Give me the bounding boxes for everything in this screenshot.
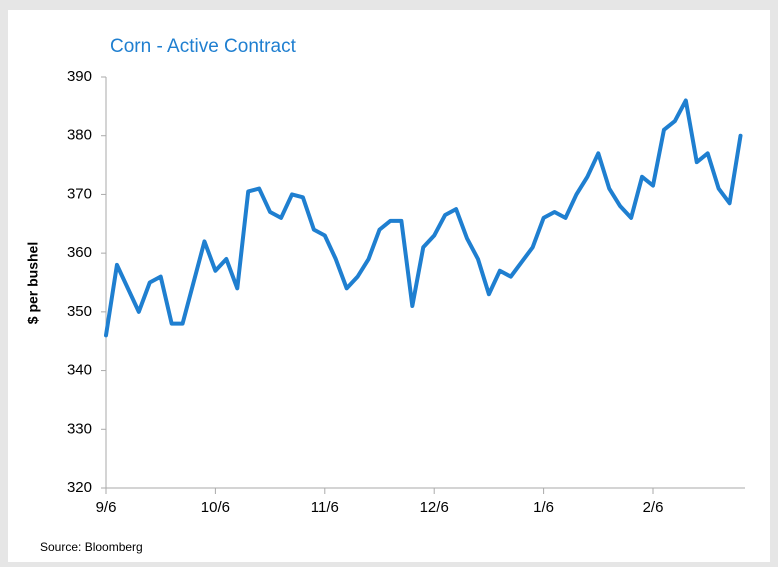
- y-tick-label: 350: [67, 303, 92, 320]
- x-tick-label: 9/6: [96, 499, 117, 516]
- y-tick-label: 320: [67, 479, 92, 496]
- y-tick-label: 330: [67, 420, 92, 437]
- y-tick-label: 340: [67, 362, 92, 379]
- source: Source: Bloomberg: [40, 540, 143, 554]
- x-tick-label: 1/6: [533, 499, 554, 516]
- x-tick-label: 11/6: [311, 499, 339, 516]
- chart-title: Corn - Active Contract: [110, 36, 297, 57]
- x-tick-label: 2/6: [643, 499, 664, 516]
- x-tick-label: 12/6: [420, 499, 449, 516]
- y-axis-label: $ per bushel: [25, 242, 41, 324]
- y-tick-label: 380: [67, 127, 92, 144]
- y-tick-label: 390: [67, 68, 92, 85]
- x-tick-label: 10/6: [201, 499, 230, 516]
- y-tick-label: 360: [67, 244, 92, 261]
- y-tick-label: 370: [67, 185, 92, 202]
- line: [104, 98, 743, 338]
- panel: [8, 10, 770, 562]
